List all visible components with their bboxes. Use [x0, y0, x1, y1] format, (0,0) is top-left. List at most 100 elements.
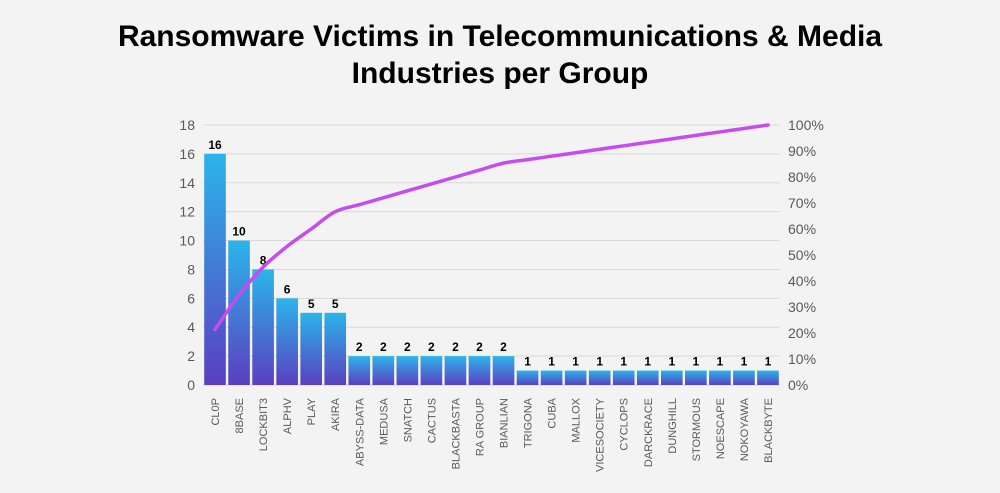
data-label: 2	[404, 340, 411, 354]
y-tick-label: 8	[187, 261, 195, 277]
chart-title-line-2: Industries per Group	[351, 57, 649, 90]
y2-tick-label: 70%	[788, 195, 816, 211]
y2-tick-label: 20%	[788, 325, 816, 341]
y-tick-label: 4	[187, 319, 195, 335]
bar	[685, 370, 707, 385]
bar	[540, 370, 563, 385]
chart-title: Ransomware Victims in Telecommunications…	[0, 18, 1000, 92]
data-label: 5	[332, 297, 339, 311]
data-label: 1	[620, 355, 627, 369]
data-label: 1	[644, 355, 651, 369]
data-label: 1	[693, 355, 700, 369]
category-label: NOKOYAWA	[739, 397, 751, 461]
y-axis-left: 0 2 4 6 8 10 12 14 16 18	[179, 117, 195, 393]
y2-tick-label: 40%	[788, 273, 816, 289]
y2-tick-label: 100%	[788, 117, 824, 133]
data-label: 10	[232, 225, 246, 239]
category-label: 8BASE	[234, 398, 246, 433]
data-label: 2	[380, 340, 387, 354]
data-label: 2	[428, 340, 435, 354]
bar	[612, 370, 635, 385]
category-label: RA GROUP	[474, 398, 486, 456]
data-label: 1	[717, 355, 724, 369]
bar	[468, 356, 491, 385]
y2-tick-label: 60%	[788, 221, 816, 237]
category-label: MALLOX	[571, 397, 583, 442]
data-label: 1	[741, 355, 748, 369]
cumulative-line	[213, 123, 770, 332]
data-label: 16	[208, 138, 222, 152]
bar	[396, 356, 419, 385]
data-label: 1	[572, 355, 579, 369]
bar	[516, 370, 539, 385]
category-label: STORMOUS	[691, 398, 703, 461]
category-label: CYCLOPS	[619, 398, 631, 451]
y2-tick-label: 0%	[788, 377, 808, 393]
grid-lines	[203, 124, 780, 386]
bar	[588, 370, 611, 385]
y-tick-label: 12	[179, 204, 195, 220]
y-tick-label: 14	[179, 175, 195, 191]
data-label: 1	[668, 355, 675, 369]
y2-tick-label: 30%	[788, 299, 816, 315]
category-label: ALPHV	[282, 397, 294, 434]
category-label: BIANLIAN	[499, 398, 511, 448]
bar	[564, 370, 587, 385]
y-tick-label: 16	[179, 146, 195, 162]
category-label: DUNGHILL	[667, 398, 679, 454]
y-tick-label: 18	[179, 117, 195, 133]
category-label: LOCKBIT3	[258, 398, 270, 451]
bar	[660, 370, 683, 385]
data-label: 1	[524, 355, 531, 369]
bar	[733, 370, 755, 385]
y2-tick-label: 80%	[788, 169, 816, 185]
category-label: BLACKBYTE	[763, 398, 775, 463]
category-label: CL0P	[210, 398, 222, 426]
y2-tick-label: 90%	[788, 143, 816, 159]
data-label: 1	[765, 355, 772, 369]
bar	[444, 356, 467, 385]
category-label: DARCKRACE	[643, 398, 655, 467]
data-label: 2	[500, 340, 507, 354]
y2-tick-label: 10%	[788, 351, 816, 367]
y2-tick-label: 50%	[788, 247, 816, 263]
bar	[636, 370, 659, 385]
data-label: 6	[284, 282, 291, 296]
bar	[757, 370, 779, 385]
data-labels: 16 10 8 6 5 5 2 2 2 2 2 2 2 1 1 1 1 1 1 1 1 1 1 1	[208, 138, 771, 369]
bar	[492, 356, 515, 385]
y-tick-label: 10	[179, 233, 195, 249]
bar	[300, 312, 323, 385]
bar	[372, 356, 395, 385]
bar	[709, 370, 731, 385]
category-label: CACTUS	[426, 398, 438, 443]
category-label: SNATCH	[402, 398, 414, 442]
y-tick-label: 6	[187, 290, 195, 306]
bar	[228, 240, 250, 385]
bars	[204, 153, 779, 385]
data-label: 1	[596, 355, 603, 369]
category-label: BLACKBASTA	[450, 397, 462, 469]
bar	[252, 269, 274, 385]
bar	[348, 356, 371, 385]
bar	[324, 312, 347, 385]
y-tick-label: 0	[187, 377, 195, 393]
bar	[204, 153, 226, 385]
chart-title-line-1: Ransomware Victims in Telecommunications…	[117, 20, 883, 53]
data-label: 5	[308, 297, 315, 311]
data-label: 2	[452, 340, 459, 354]
data-label: 2	[356, 340, 363, 354]
category-label: VICESOCIETY	[595, 397, 607, 472]
data-label: 1	[548, 355, 555, 369]
data-label: 8	[260, 253, 267, 267]
bar	[276, 298, 298, 385]
category-label: ABYSS-DATA	[354, 397, 366, 466]
x-axis-categories: CL0P 8BASE LOCKBIT3 ALPHV PLAY AKIRA ABYSS-DAT…	[210, 397, 775, 472]
category-label: AKIRA	[330, 397, 342, 431]
category-label: PLAY	[306, 397, 318, 425]
data-label: 2	[476, 340, 483, 354]
category-label: MEDUSA	[378, 397, 390, 445]
y-tick-label: 2	[187, 348, 195, 364]
y-axis-right: 0% 10% 20% 30% 40% 50% 60% 70% 80% 90% 100%	[788, 117, 824, 393]
